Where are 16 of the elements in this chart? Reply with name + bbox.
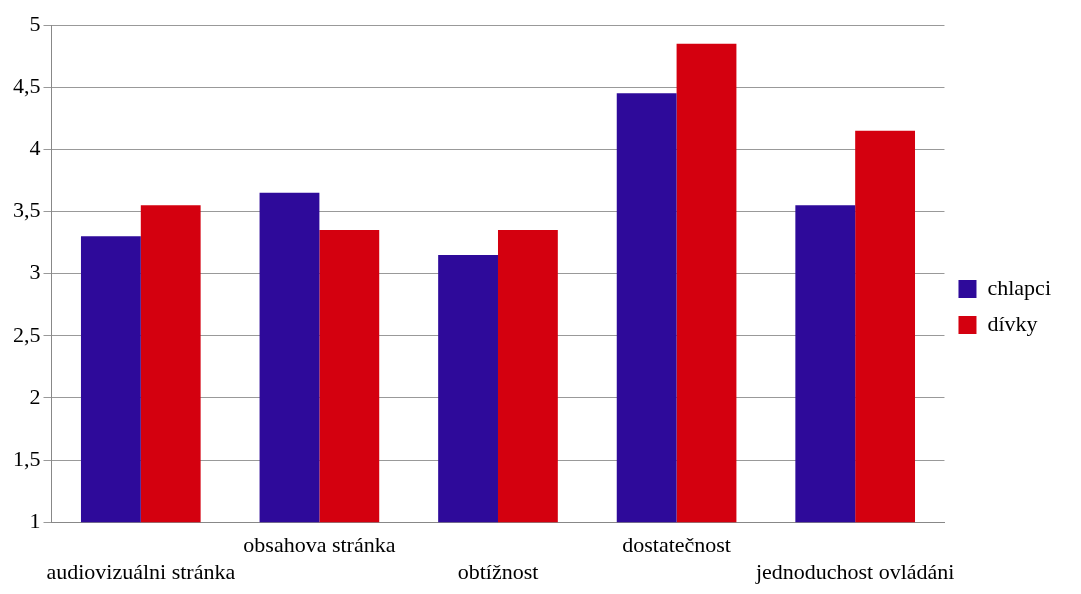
- y-tick-label: 1: [29, 507, 41, 533]
- x-tick-label: obsahova stránka: [243, 532, 396, 558]
- y-tick-label: 3: [29, 259, 41, 285]
- y-tick-label: 2,5: [13, 321, 41, 347]
- y-tick-label: 3,5: [13, 197, 41, 223]
- y-tick-label: 5: [29, 10, 41, 36]
- legend-label: chlapci: [987, 274, 1052, 300]
- y-tick-label: 4: [29, 135, 41, 161]
- x-tick-label: obtížnost: [457, 558, 539, 584]
- y-tick-label: 1,5: [13, 445, 41, 471]
- x-tick-label: audiovizuálni stránka: [46, 558, 236, 584]
- y-tick-label: 4,5: [13, 72, 41, 98]
- y-tick-label: 2: [29, 383, 41, 409]
- x-tick-label: jednoduchost ovládáni: [754, 558, 955, 584]
- x-tick-label: dostatečnost: [622, 532, 731, 558]
- legend-label: dívky: [987, 310, 1038, 336]
